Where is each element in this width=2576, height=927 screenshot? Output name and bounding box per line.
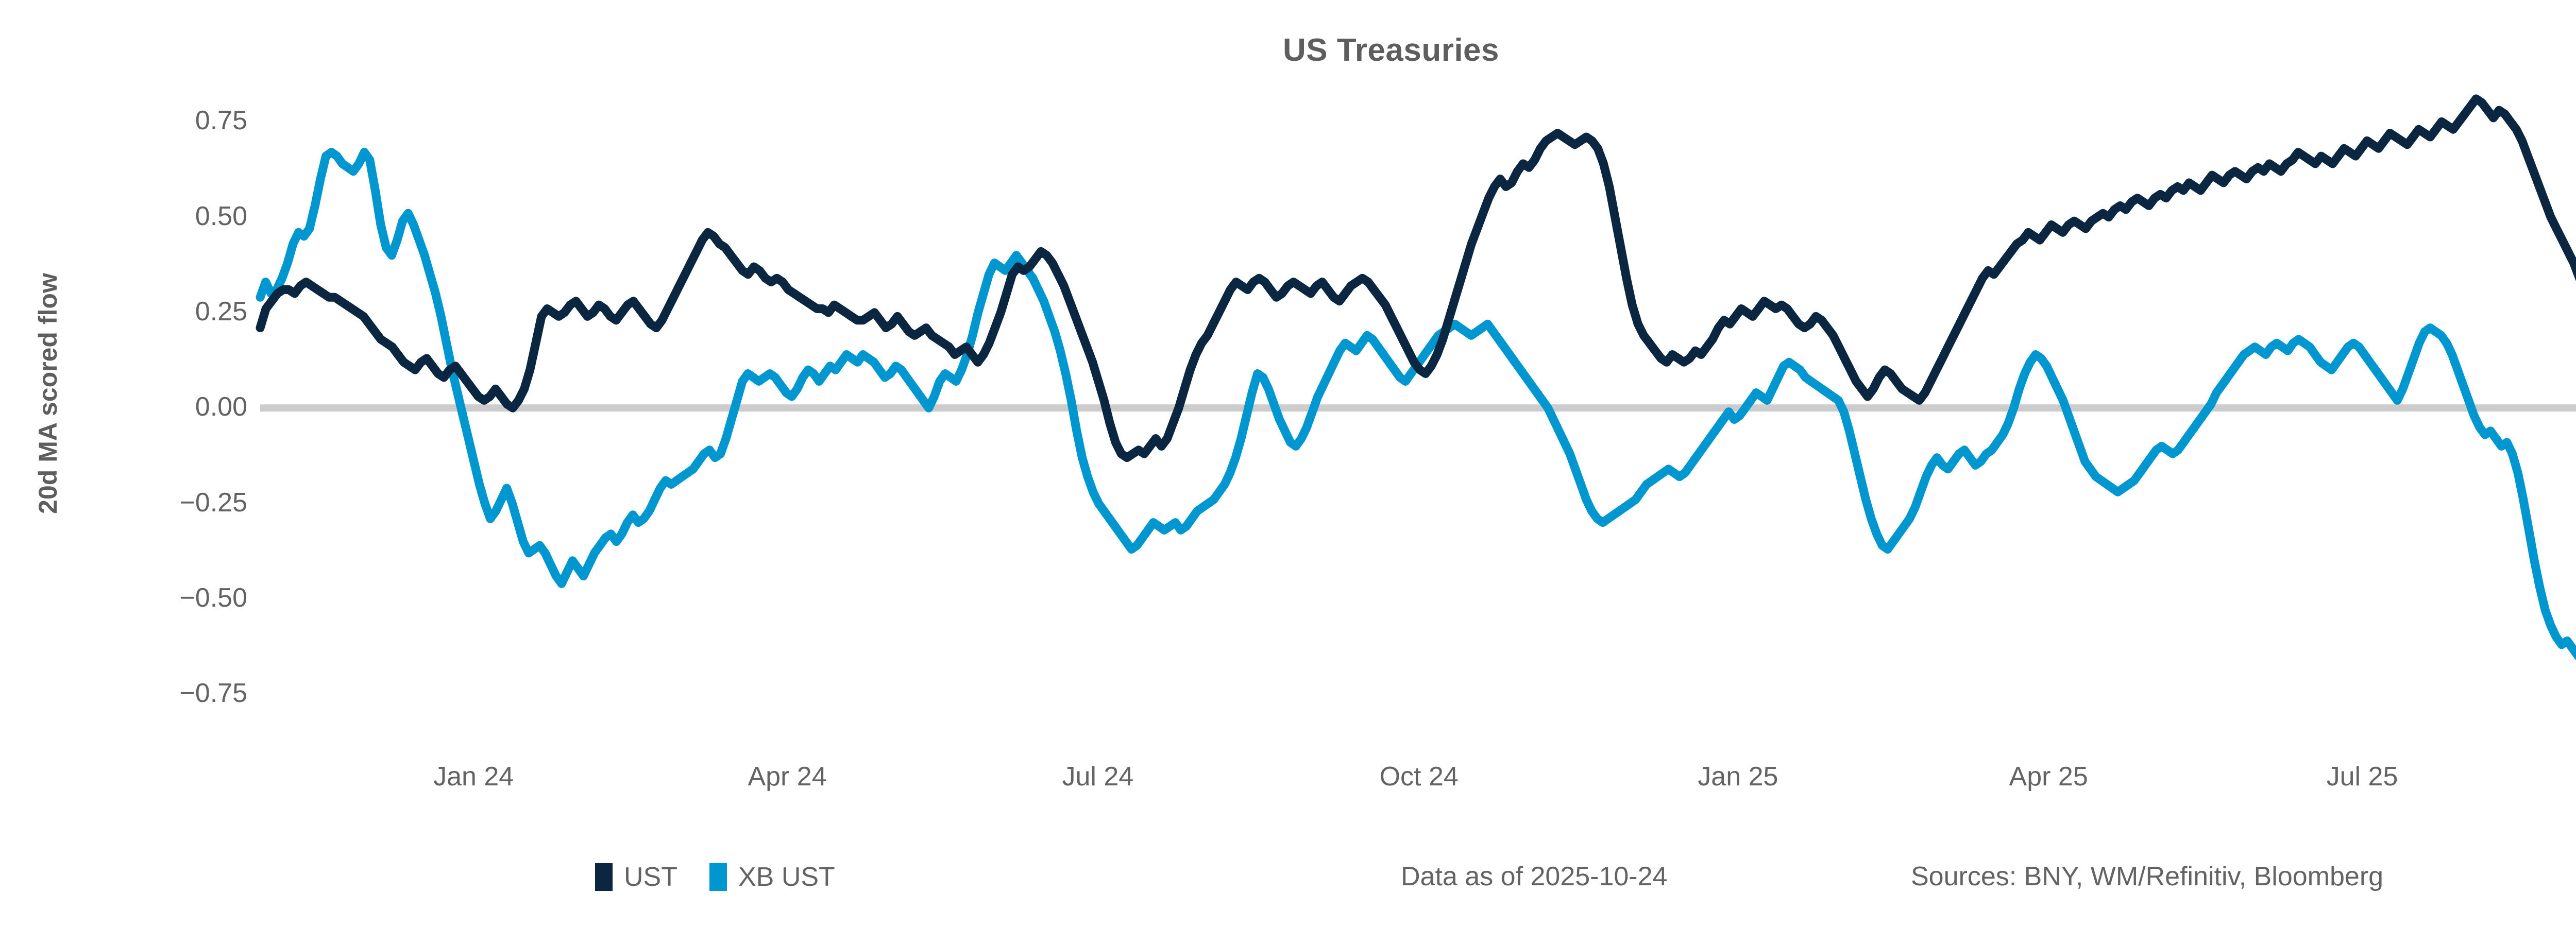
plot-svg (256, 94, 2576, 660)
y-tick-label: −0.25 (179, 487, 247, 518)
legend-label: XB UST (738, 862, 835, 892)
legend-item-ust[interactable]: UST (595, 863, 677, 891)
y-axis-ticks: 0.75 0.50 0.25 0.00 −0.25 −0.50 −0.75 (31, 0, 247, 927)
y-tick-label: 0.00 (195, 392, 247, 422)
x-tick-label: Apr 24 (748, 762, 827, 792)
chart-legend: UST XB UST (595, 863, 835, 891)
legend-swatch-icon (595, 863, 613, 891)
x-tick-label: Jan 25 (1698, 762, 1778, 792)
plot-area (256, 72, 2576, 721)
x-tick-label: Jan 24 (433, 762, 514, 792)
x-tick-label: Apr 25 (2009, 762, 2088, 792)
data-asof-label: Data as of 2025-10-24 (1401, 862, 1668, 891)
x-tick-label: Jul 24 (1062, 762, 1134, 792)
sources-label: Sources: BNY, WM/Refinitiv, Bloomberg (1911, 862, 2384, 891)
page-title: US Treasuries (1282, 32, 1500, 68)
legend-item-xb-ust[interactable]: XB UST (709, 863, 835, 891)
y-tick-label: 0.50 (195, 201, 247, 231)
series-line-ust (256, 94, 2576, 462)
x-tick-label: Jul 25 (2326, 762, 2398, 792)
y-tick-label: 0.75 (195, 106, 247, 136)
y-tick-label: −0.75 (179, 678, 247, 709)
y-tick-label: −0.50 (179, 582, 247, 613)
series-line-xb-ust (256, 148, 2576, 660)
y-tick-label: 0.25 (195, 296, 247, 327)
x-tick-label: Oct 24 (1379, 762, 1459, 792)
legend-swatch-icon (709, 863, 727, 891)
legend-label: UST (624, 862, 677, 892)
